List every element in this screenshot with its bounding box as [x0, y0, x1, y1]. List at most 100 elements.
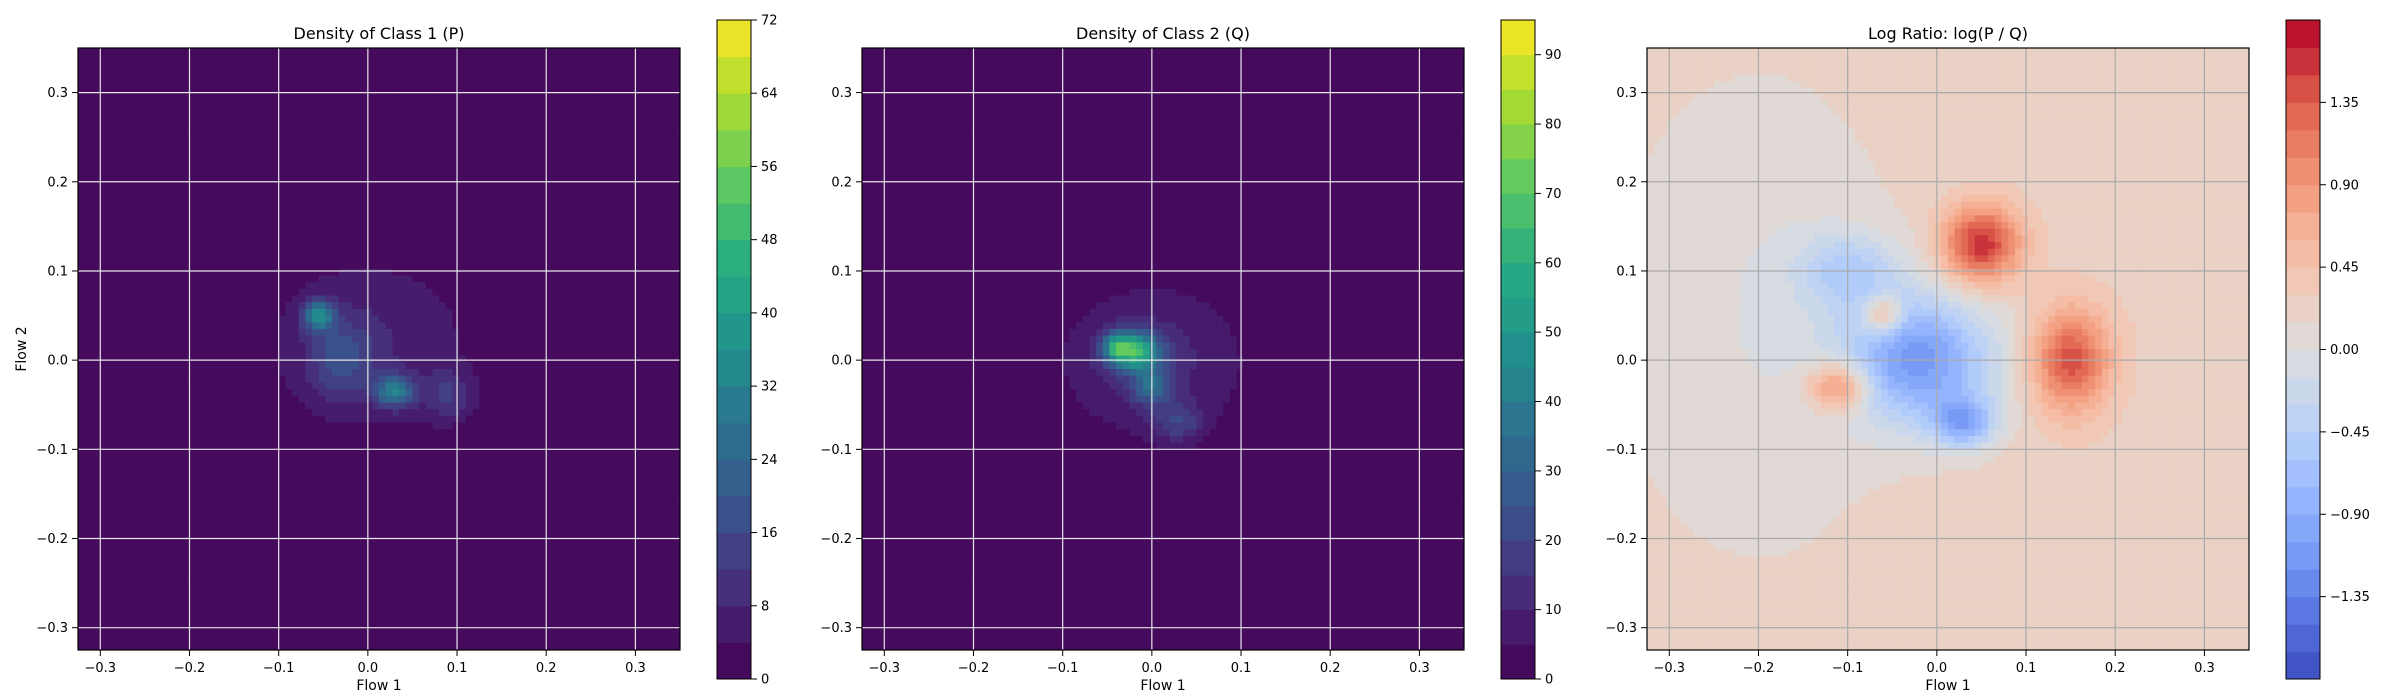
- heatmap-cell: [345, 629, 353, 638]
- heatmap-cell: [144, 616, 153, 624]
- heatmap-cell: [385, 168, 393, 176]
- heatmap-cell: [379, 389, 387, 397]
- heatmap-cell: [211, 155, 220, 163]
- heatmap-cell: [292, 161, 300, 169]
- heatmap-cell: [171, 121, 179, 129]
- heatmap-cell: [345, 349, 353, 357]
- heatmap-cell: [325, 522, 333, 531]
- heatmap-cell: [332, 415, 340, 424]
- heatmap-cell: [425, 315, 434, 323]
- heatmap-cell: [84, 409, 92, 417]
- heatmap-cell: [265, 248, 273, 256]
- heatmap-cell: [191, 288, 199, 297]
- heatmap-cell: [91, 141, 99, 149]
- heatmap-cell: [379, 168, 387, 176]
- heatmap-cell: [231, 536, 240, 544]
- heatmap-cell: [144, 563, 153, 571]
- heatmap-cell: [78, 462, 86, 470]
- heatmap-cell: [345, 128, 353, 136]
- heatmap-cell: [338, 235, 347, 243]
- heatmap-cell: [178, 496, 186, 504]
- heatmap-cell: [231, 369, 240, 377]
- heatmap-cell: [151, 94, 159, 103]
- heatmap-cell: [271, 161, 280, 169]
- heatmap-cell: [258, 603, 266, 611]
- heatmap-cell: [271, 623, 280, 631]
- heatmap-cell: [332, 308, 340, 317]
- heatmap-cell: [131, 616, 139, 624]
- heatmap-cell: [432, 255, 440, 263]
- heatmap-cell: [131, 502, 139, 511]
- heatmap-cell: [265, 589, 273, 598]
- heatmap-cell: [405, 161, 414, 169]
- heatmap-cell: [385, 603, 393, 611]
- heatmap-cell: [158, 482, 166, 491]
- heatmap-cell: [305, 609, 313, 618]
- heatmap-cell: [205, 576, 213, 584]
- heatmap-cell: [238, 148, 246, 156]
- heatmap-cell: [258, 195, 266, 203]
- heatmap-cell: [271, 61, 280, 69]
- heatmap-cell: [211, 48, 220, 56]
- heatmap-cell: [205, 389, 213, 397]
- heatmap-cell: [372, 389, 380, 397]
- heatmap-cell: [439, 315, 447, 323]
- heatmap-cell: [151, 382, 159, 390]
- heatmap-cell: [158, 302, 166, 310]
- heatmap-cell: [332, 522, 340, 531]
- heatmap-cell: [198, 516, 206, 524]
- heatmap-cell: [218, 101, 226, 109]
- heatmap-cell: [345, 522, 353, 531]
- heatmap-cell: [164, 195, 173, 203]
- heatmap-cell: [144, 349, 153, 357]
- heatmap-cell: [318, 442, 327, 450]
- heatmap-cell: [198, 402, 206, 410]
- heatmap-cell: [332, 489, 340, 497]
- heatmap-cell: [164, 288, 173, 297]
- heatmap-cell: [258, 643, 266, 650]
- heatmap-cell: [258, 228, 266, 236]
- heatmap-cell: [238, 569, 246, 578]
- heatmap-cell: [358, 228, 367, 236]
- heatmap-cell: [379, 349, 387, 357]
- heatmap-cell: [278, 596, 286, 604]
- heatmap-cell: [372, 134, 380, 143]
- heatmap-cell: [332, 322, 340, 330]
- heatmap-cell: [131, 248, 139, 256]
- heatmap-cell: [358, 435, 367, 444]
- heatmap-cell: [345, 589, 353, 598]
- heatmap-cell: [104, 482, 113, 491]
- heatmap-cell: [312, 54, 320, 62]
- heatmap-cell: [271, 54, 280, 62]
- heatmap-cell: [104, 322, 113, 330]
- heatmap-cell: [211, 522, 220, 531]
- heatmap-cell: [432, 161, 440, 169]
- heatmap-cell: [405, 322, 414, 330]
- heatmap-cell: [111, 529, 119, 537]
- heatmap-cell: [338, 476, 347, 484]
- heatmap-cell: [191, 556, 199, 564]
- heatmap-cell: [358, 101, 367, 109]
- heatmap-cell: [358, 456, 367, 464]
- heatmap-cell: [251, 81, 260, 89]
- heatmap-cell: [271, 235, 280, 243]
- heatmap-cell: [205, 509, 213, 517]
- heatmap-cell: [118, 315, 126, 323]
- heatmap-cell: [419, 389, 427, 397]
- heatmap-cell: [171, 389, 179, 397]
- heatmap-cell: [312, 141, 320, 149]
- heatmap-cell: [245, 603, 253, 611]
- heatmap-cell: [245, 61, 253, 69]
- heatmap-cell: [305, 221, 313, 230]
- heatmap-cell: [185, 108, 193, 116]
- heatmap-cell: [91, 128, 99, 136]
- heatmap-cell: [251, 362, 260, 370]
- heatmap-cell: [439, 596, 447, 604]
- heatmap-cell: [245, 308, 253, 317]
- heatmap-cell: [205, 302, 213, 310]
- heatmap-cell: [211, 302, 220, 310]
- heatmap-cell: [278, 121, 286, 129]
- heatmap-cell: [358, 168, 367, 176]
- heatmap-cell: [445, 208, 454, 216]
- heatmap-cell: [178, 442, 186, 450]
